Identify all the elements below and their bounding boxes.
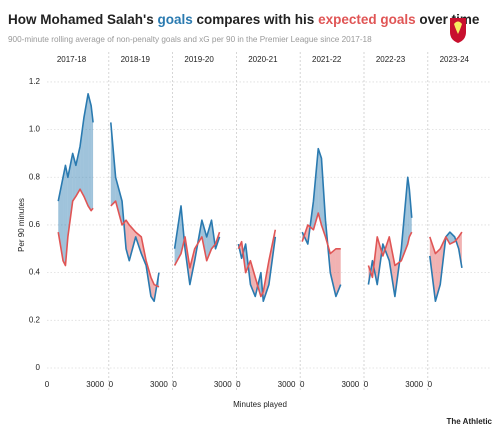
panel-title: 2019-20	[184, 55, 214, 64]
gap-fill	[63, 165, 66, 266]
gap-fill	[201, 220, 207, 261]
x-tick-label: 0	[364, 380, 369, 389]
gap-fill	[389, 236, 395, 297]
y-tick-label: 0	[36, 363, 41, 372]
panel-title: 2021-22	[312, 55, 342, 64]
x-tick-label: 3000	[150, 380, 168, 389]
gap-fill	[88, 93, 92, 211]
gap-fill	[83, 93, 89, 206]
x-tick-label: 0	[236, 380, 241, 389]
panel-title: 2020-21	[248, 55, 278, 64]
y-tick-label: 1.0	[29, 125, 41, 134]
panel-title: 2023-24	[440, 55, 470, 64]
gap-fill	[115, 177, 123, 225]
series-line	[173, 205, 221, 286]
x-tick-label: 0	[428, 380, 433, 389]
x-tick-label: 3000	[214, 380, 232, 389]
gap-fill	[91, 105, 94, 211]
series-line	[429, 231, 463, 255]
title-part: over time	[416, 12, 480, 27]
series-line	[301, 147, 342, 298]
series-line	[237, 229, 277, 298]
gap-fill	[80, 117, 84, 197]
series-line	[110, 122, 160, 303]
club-badge	[450, 18, 466, 43]
x-tick-label: 3000	[278, 380, 296, 389]
y-tick-label: 0.6	[29, 220, 41, 229]
subtitle: 900-minute rolling average of non-penalt…	[8, 35, 372, 44]
title-part: How Mohamed Salah's	[8, 12, 158, 27]
panel-title: 2018-19	[121, 55, 151, 64]
title-part: expected goals	[318, 12, 416, 27]
x-tick-label: 3000	[86, 380, 104, 389]
series-line	[173, 231, 221, 269]
x-tick-label: 0	[109, 380, 114, 389]
y-tick-label: 0.8	[29, 172, 41, 181]
y-tick-label: 0.4	[29, 268, 41, 277]
brand: The Athletic	[447, 417, 493, 426]
gap-fill	[250, 260, 256, 297]
x-tick-label: 0	[300, 380, 305, 389]
gap-fill	[330, 248, 336, 297]
x-tick-label: 0	[45, 380, 50, 389]
x-tick-label: 3000	[405, 380, 423, 389]
y-tick-label: 0.2	[29, 315, 41, 324]
panel-title: 2022-23	[376, 55, 406, 64]
x-tick-label: 0	[172, 380, 177, 389]
x-axis-label: Minutes played	[233, 400, 287, 409]
gap-fill	[449, 232, 455, 245]
series-line	[57, 188, 94, 267]
x-tick-label: 3000	[341, 380, 359, 389]
gap-fill	[335, 248, 341, 297]
panel-title: 2017-18	[57, 55, 87, 64]
series-line	[367, 176, 413, 298]
y-axis-label: Per 90 minutes	[17, 198, 26, 252]
series-line	[367, 231, 413, 279]
series-line	[110, 200, 160, 288]
y-tick-label: 1.2	[29, 77, 41, 86]
gap-fill	[384, 236, 390, 261]
series-line	[429, 231, 463, 303]
series-line	[301, 212, 341, 255]
gap-fill	[318, 148, 322, 225]
title-part: compares with his	[193, 12, 318, 27]
series-line	[57, 93, 94, 202]
title-part: goals	[158, 12, 193, 27]
chart-title: How Mohamed Salah's goals compares with …	[8, 12, 480, 27]
gap-fill	[75, 146, 81, 197]
